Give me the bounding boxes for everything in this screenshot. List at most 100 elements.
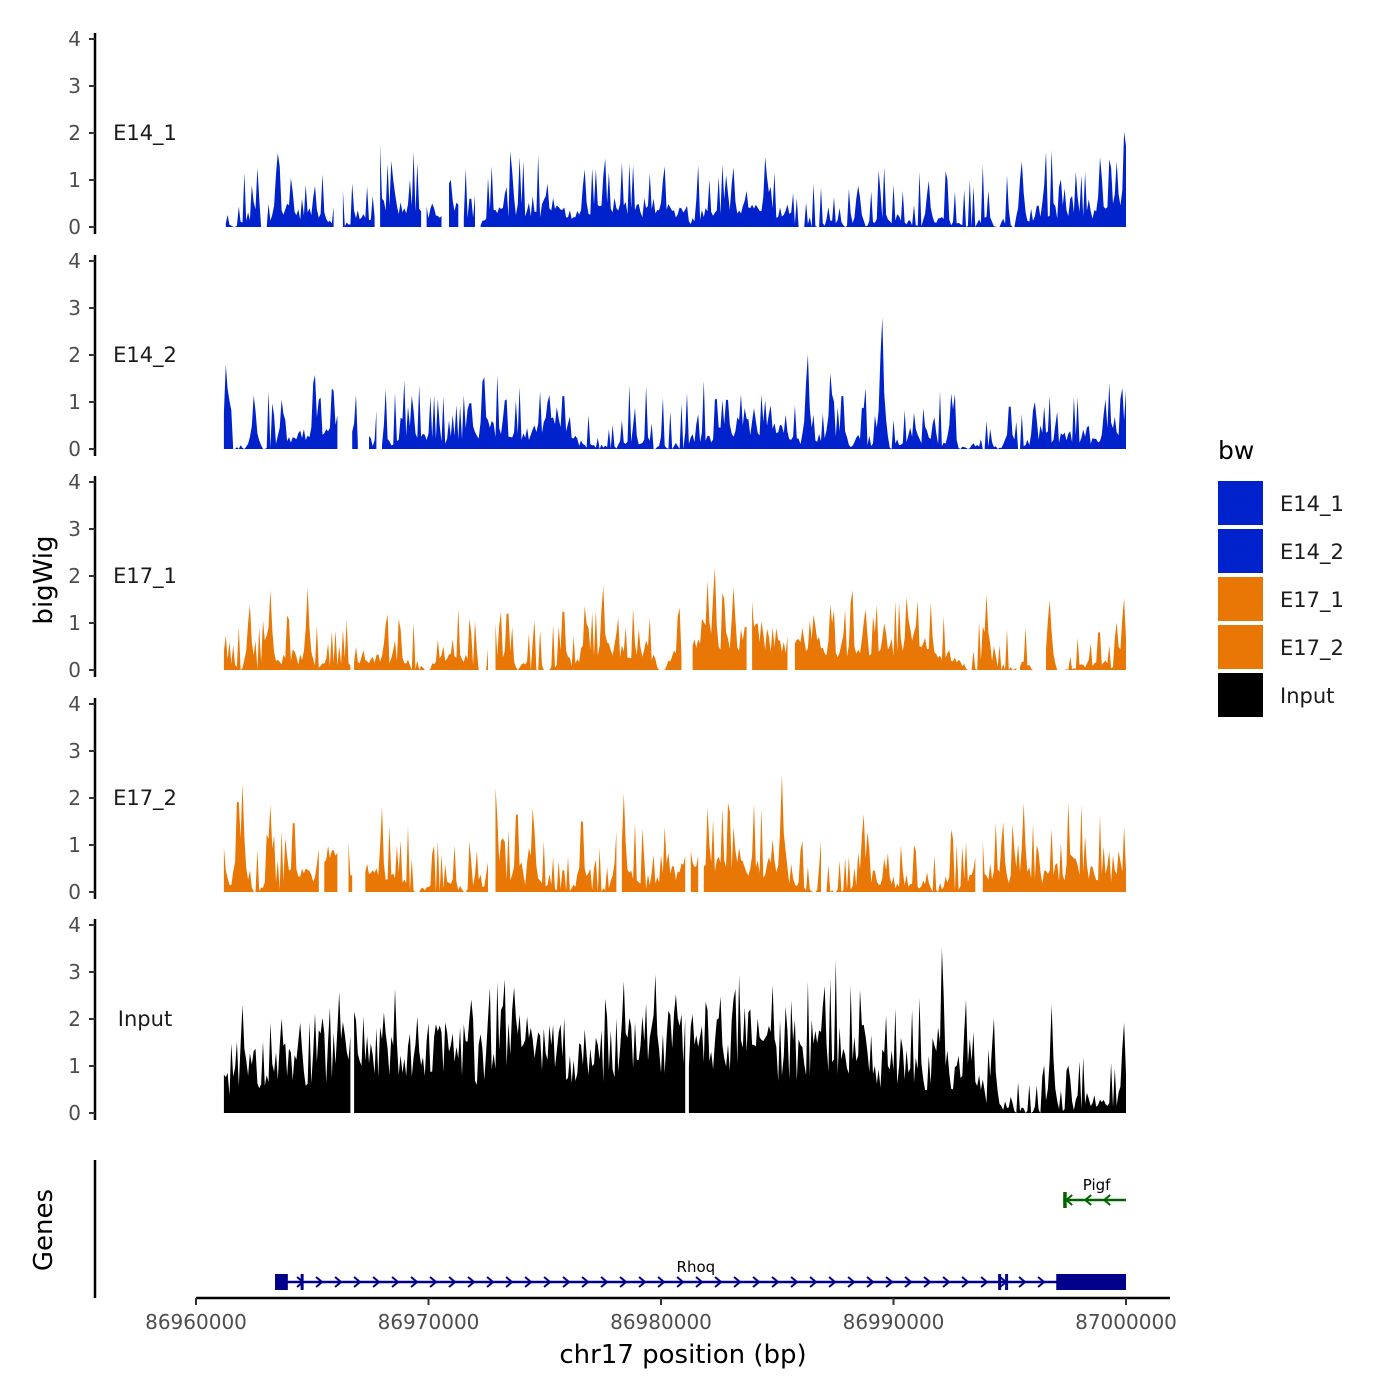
coverage-area — [365, 806, 488, 892]
gene-exon — [1056, 1274, 1126, 1290]
y-tick-label: 1 — [68, 168, 81, 192]
y-tick-label: 2 — [68, 1007, 81, 1031]
strand-arrow — [1018, 1276, 1027, 1288]
coverage-area — [354, 974, 686, 1113]
legend-label: Input — [1280, 684, 1334, 708]
y-tick-label: 2 — [68, 786, 81, 810]
strand-arrow — [353, 1276, 362, 1288]
track-label: E14_1 — [113, 121, 177, 146]
y-tick-label: 3 — [68, 739, 81, 763]
strand-arrow — [923, 1276, 932, 1288]
legend-label: E17_1 — [1280, 588, 1344, 613]
coverage-area — [223, 992, 351, 1113]
strand-arrow — [429, 1276, 438, 1288]
legend: bw E14_1 E14_2 E17_1 E17_2 Input — [1218, 436, 1344, 717]
x-axis: 86960000 86970000 86980000 86990000 87000000 — [145, 1296, 1177, 1334]
x-tick-label: 86990000 — [843, 1310, 945, 1334]
strand-arrow — [410, 1276, 419, 1288]
genes-axis-title: Genes — [29, 1189, 59, 1271]
gene-exon — [1005, 1274, 1009, 1290]
coverage-tracks: 0 1 2 3 4 E14_1 0 1 2 3 4 E14_2 0 1 2 3 4 E17_1 0 1 2 3 4 E17_2… — [68, 27, 1127, 1125]
coverage-area — [1046, 598, 1126, 670]
strand-arrow — [942, 1276, 951, 1288]
gene-pigf: Pigf — [1063, 1176, 1126, 1208]
y-tick-label: 4 — [68, 692, 81, 716]
legend-swatch — [1218, 481, 1263, 525]
coverage-area — [463, 168, 475, 227]
strand-arrow — [486, 1276, 495, 1288]
strand-arrow — [657, 1276, 666, 1288]
strand-arrow — [904, 1276, 913, 1288]
y-tick-label: 0 — [68, 1101, 81, 1125]
strand-arrow — [695, 1276, 704, 1288]
gene-exon — [998, 1274, 1002, 1290]
strand-arrow — [524, 1276, 533, 1288]
coverage-area — [1020, 627, 1037, 670]
coverage-area — [621, 793, 686, 892]
strand-arrow — [619, 1276, 628, 1288]
track-e14-1: 0 1 2 3 4 E14_1 — [68, 27, 1127, 239]
x-tick-label: 86980000 — [610, 1310, 712, 1334]
strand-arrow — [752, 1276, 761, 1288]
y-tick-label: 4 — [68, 27, 81, 51]
strand-arrow — [448, 1276, 457, 1288]
legend-swatch — [1218, 529, 1263, 573]
legend-swatch — [1218, 673, 1263, 717]
coverage-area — [225, 153, 334, 227]
coverage-area — [826, 813, 976, 892]
coverage-area — [382, 317, 1126, 449]
coverage-area — [495, 585, 682, 670]
y-tick-label: 2 — [68, 564, 81, 588]
y-tick-label: 2 — [68, 121, 81, 145]
strand-arrow — [847, 1276, 856, 1288]
track-label: E17_1 — [113, 564, 177, 589]
y-tick-label: 1 — [68, 1054, 81, 1078]
gene-rhoq: Rhoq — [275, 1258, 1126, 1290]
coverage-area — [380, 144, 422, 227]
gene-exon — [275, 1274, 288, 1290]
coverage-area — [480, 131, 1127, 227]
strand-arrow — [676, 1276, 685, 1288]
coverage-area — [223, 587, 351, 670]
coverage-area — [794, 590, 1017, 670]
y-tick-label: 0 — [68, 437, 81, 461]
strand-arrow — [638, 1276, 647, 1288]
track-e14-2: 0 1 2 3 4 E14_2 — [68, 249, 1126, 461]
strand-arrow — [467, 1276, 476, 1288]
coverage-area — [348, 842, 353, 892]
coverage-area — [324, 845, 338, 892]
gene-exon — [300, 1274, 304, 1290]
coverage-area — [703, 774, 821, 892]
strand-arrow — [562, 1276, 571, 1288]
strand-arrow — [334, 1276, 343, 1288]
y-tick-label: 0 — [68, 215, 81, 239]
y-tick-label: 2 — [68, 343, 81, 367]
strand-arrow — [543, 1276, 552, 1288]
strand-arrow — [885, 1276, 894, 1288]
legend-label: E17_2 — [1280, 636, 1344, 661]
coverage-area — [426, 203, 442, 227]
y-tick-label: 0 — [68, 658, 81, 682]
coverage-area — [223, 364, 338, 449]
y-tick-label: 1 — [68, 833, 81, 857]
strand-arrow — [733, 1276, 742, 1288]
x-tick-label: 86970000 — [378, 1310, 480, 1334]
gene-label: Pigf — [1083, 1176, 1111, 1194]
coverage-area — [752, 601, 788, 670]
y-axis-title: bigWig — [29, 535, 59, 624]
y-tick-label: 4 — [68, 470, 81, 494]
track-e17-1: 0 1 2 3 4 E17_1 — [68, 470, 1126, 682]
track-label: E17_2 — [113, 786, 177, 811]
coverage-area — [690, 850, 699, 892]
legend-label: E14_1 — [1280, 492, 1344, 517]
strand-arrow — [980, 1276, 989, 1288]
coverage-area — [352, 394, 358, 449]
strand-arrow — [1083, 1194, 1092, 1206]
legend-swatch — [1218, 577, 1263, 621]
strand-arrow — [714, 1276, 723, 1288]
gene-label: Rhoq — [677, 1258, 716, 1276]
y-tick-label: 3 — [68, 517, 81, 541]
strand-arrow — [790, 1276, 799, 1288]
strand-arrow — [961, 1276, 970, 1288]
